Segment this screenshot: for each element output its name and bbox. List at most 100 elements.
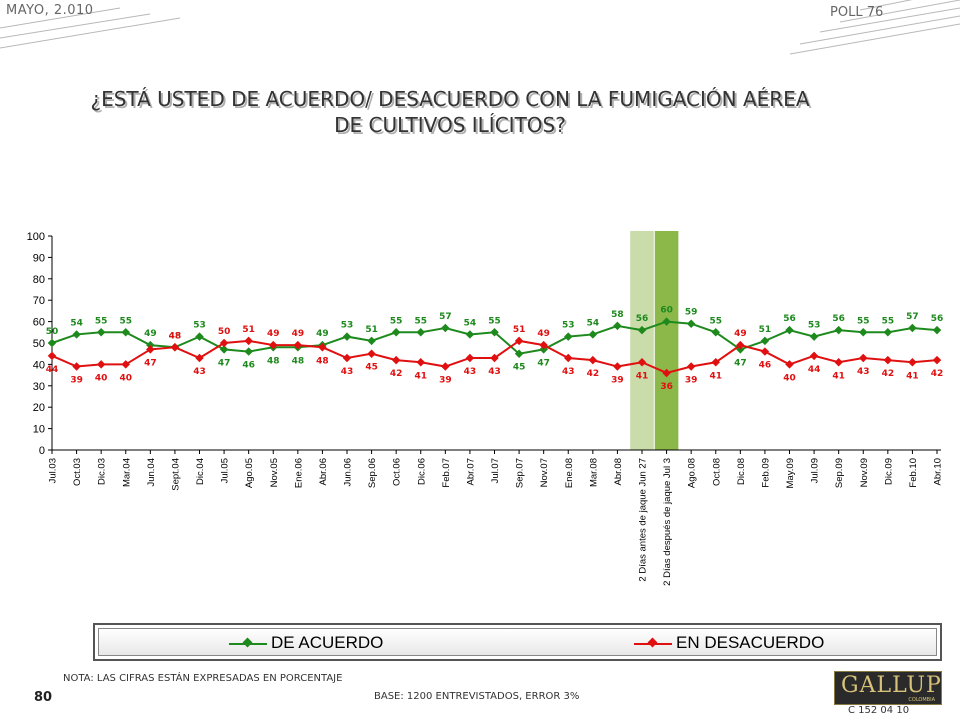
- x-tick-label: Dic.03: [97, 458, 108, 485]
- data-point-acuerdo: [342, 332, 352, 341]
- data-label-desacuerdo: 46: [759, 361, 772, 371]
- data-point-acuerdo: [416, 328, 425, 337]
- data-label-acuerdo: 54: [587, 318, 600, 328]
- data-label-desacuerdo: 41: [832, 371, 845, 381]
- data-label-acuerdo: 56: [832, 314, 845, 324]
- data-label-desacuerdo: 43: [857, 367, 870, 377]
- x-tick-label: Ene.06: [293, 458, 304, 488]
- data-point-desacuerdo: [244, 336, 253, 346]
- data-label-acuerdo: 48: [169, 331, 182, 341]
- data-point-desacuerdo: [146, 345, 155, 354]
- data-point-acuerdo: [244, 347, 253, 356]
- data-label-desacuerdo: 41: [709, 371, 722, 381]
- data-point-acuerdo: [47, 338, 57, 348]
- data-label-acuerdo: 57: [439, 312, 452, 322]
- x-tick-label: May.09: [785, 458, 796, 488]
- data-label-acuerdo: 45: [513, 363, 526, 373]
- data-label-acuerdo: 56: [783, 314, 796, 324]
- y-tick-label: 40: [33, 359, 45, 371]
- data-label-desacuerdo: 41: [906, 371, 919, 381]
- x-tick-label: Nov.09: [859, 458, 870, 487]
- x-tick-label: Oct.06: [392, 458, 403, 486]
- data-point-desacuerdo: [908, 358, 917, 367]
- data-label-desacuerdo: 42: [882, 369, 895, 379]
- data-label-desacuerdo: 43: [488, 367, 501, 377]
- x-tick-label: Mar.04: [121, 458, 132, 487]
- data-label-desacuerdo: 48: [316, 356, 329, 366]
- data-point-desacuerdo: [121, 360, 130, 369]
- legend-marker-desacuerdo: [647, 637, 658, 648]
- data-label-acuerdo: 48: [292, 356, 305, 366]
- data-label-desacuerdo: 43: [464, 367, 477, 377]
- x-tick-label: Jun.06: [343, 458, 354, 487]
- data-label-acuerdo: 55: [709, 316, 722, 326]
- y-tick-label: 0: [39, 445, 45, 457]
- y-tick-label: 20: [33, 402, 45, 414]
- data-label-acuerdo: 54: [464, 318, 477, 328]
- gallup-logo-name: GALLUP: [841, 673, 942, 698]
- y-tick-label: 80: [33, 274, 45, 286]
- data-label-acuerdo: 55: [95, 316, 108, 326]
- data-point-acuerdo: [219, 345, 229, 354]
- y-tick-label: 60: [33, 317, 45, 329]
- data-label-acuerdo: 50: [46, 327, 59, 337]
- gallup-logo-sub: COLOMBIA: [908, 697, 935, 703]
- x-tick-label: Sep.09: [834, 458, 845, 488]
- data-label-desacuerdo: 47: [144, 358, 157, 368]
- x-tick-label: Dic.09: [883, 458, 894, 485]
- x-tick-label: Sep.07: [515, 458, 526, 488]
- data-label-desacuerdo: 48: [169, 331, 182, 341]
- legend-marker-acuerdo: [242, 637, 253, 648]
- data-label-acuerdo: 53: [562, 321, 575, 331]
- page-number: 80: [34, 690, 53, 705]
- data-point-desacuerdo: [342, 353, 352, 363]
- data-point-desacuerdo: [318, 343, 327, 352]
- data-point-desacuerdo: [588, 355, 598, 365]
- data-point-desacuerdo: [391, 355, 401, 365]
- y-tick-label: 90: [33, 252, 45, 264]
- series-line-acuerdo: [51, 320, 938, 355]
- data-label-desacuerdo: 40: [95, 373, 108, 383]
- data-label-acuerdo: 51: [365, 325, 378, 335]
- data-point-desacuerdo: [416, 358, 425, 367]
- data-point-desacuerdo: [564, 353, 573, 363]
- data-label-acuerdo: 57: [906, 312, 919, 322]
- data-label-desacuerdo: 51: [513, 325, 526, 335]
- data-point-desacuerdo: [170, 343, 180, 352]
- data-point-desacuerdo: [465, 353, 475, 363]
- data-point-desacuerdo: [932, 355, 942, 365]
- chart-legend: DE ACUERDO EN DESACUERDO: [93, 623, 942, 661]
- data-point-acuerdo: [146, 340, 155, 350]
- x-tick-label: Dic.04: [195, 458, 206, 485]
- data-point-acuerdo: [613, 321, 622, 331]
- data-label-desacuerdo: 44: [46, 365, 59, 375]
- data-label-acuerdo: 55: [882, 316, 895, 326]
- data-label-acuerdo: 55: [488, 316, 501, 326]
- x-tick-label: Abr.06: [318, 458, 329, 485]
- data-point-acuerdo: [760, 336, 770, 346]
- y-tick-label: 10: [33, 424, 45, 436]
- decorative-lines: [0, 0, 960, 55]
- x-tick-label: Sept.04: [170, 458, 181, 491]
- report-date: MAYO, 2.010: [6, 3, 94, 18]
- data-point-desacuerdo: [293, 340, 303, 350]
- x-tick-label: Ago.05: [244, 458, 255, 488]
- data-label-acuerdo: 58: [611, 310, 624, 320]
- data-point-desacuerdo: [711, 358, 720, 367]
- page-title: ¿ESTÁ USTED DE ACUERDO/ DESACUERDO CON L…: [60, 86, 840, 138]
- title-line-2: DE CULTIVOS ILÍCITOS?: [334, 113, 566, 137]
- data-label-desacuerdo: 44: [808, 365, 821, 375]
- data-point-desacuerdo: [514, 336, 524, 346]
- data-label-acuerdo: 49: [316, 329, 329, 339]
- x-tick-label: Ago.08: [687, 458, 698, 488]
- data-label-acuerdo: 56: [636, 314, 649, 324]
- data-label-desacuerdo: 42: [931, 369, 944, 379]
- data-label-desacuerdo: 43: [341, 367, 354, 377]
- data-label-acuerdo: 51: [759, 325, 772, 335]
- data-label-desacuerdo: 40: [783, 373, 796, 383]
- data-point-desacuerdo: [736, 340, 745, 350]
- data-point-acuerdo: [883, 328, 893, 337]
- data-label-acuerdo: 60: [660, 306, 673, 316]
- data-label-desacuerdo: 43: [193, 367, 206, 377]
- data-point-desacuerdo: [539, 340, 548, 350]
